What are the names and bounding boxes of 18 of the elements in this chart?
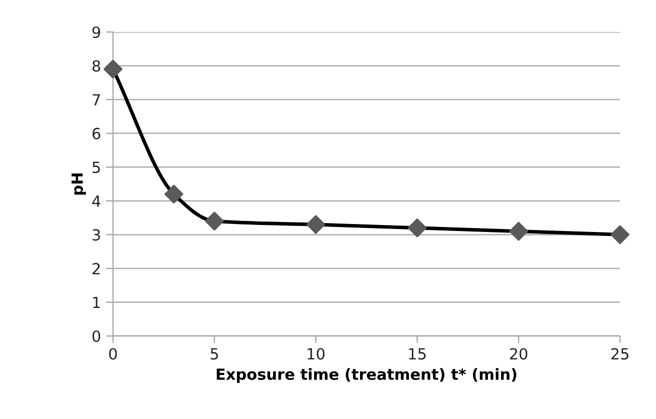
y-tick-label: 9 [92, 26, 100, 38]
y-tick-label: 4 [92, 196, 100, 207]
y-axis-title: pH [72, 174, 86, 195]
x-tick-label: 20 [510, 348, 528, 360]
y-tick-label: 2 [92, 262, 100, 274]
y-tick-label: 3 [92, 229, 100, 241]
x-tick-label: 25 [611, 348, 628, 360]
y-tick-label: 5 [92, 162, 100, 174]
y-tick-label: 0 [92, 330, 100, 342]
x-tick-label: 10 [308, 348, 325, 360]
x-axis-title: Exposure time (treatment) t* (min) [216, 368, 516, 383]
x-tick-label: 0 [109, 348, 117, 360]
x-tick-label: 5 [210, 348, 218, 360]
x-tick-label: 15 [409, 348, 426, 360]
y-tick-label: 8 [92, 60, 100, 72]
y-tick-label: 6 [92, 128, 100, 140]
y-tick-label: 7 [92, 94, 100, 106]
y-tick-label: 1 [93, 296, 100, 308]
